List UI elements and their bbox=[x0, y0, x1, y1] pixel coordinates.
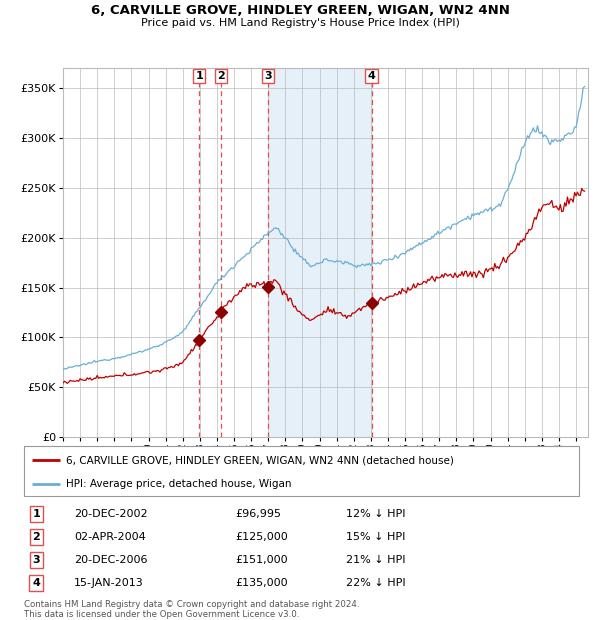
Text: 12% ↓ HPI: 12% ↓ HPI bbox=[346, 509, 406, 519]
Text: 02-APR-2004: 02-APR-2004 bbox=[74, 532, 146, 542]
Text: 4: 4 bbox=[368, 71, 376, 81]
Text: Price paid vs. HM Land Registry's House Price Index (HPI): Price paid vs. HM Land Registry's House … bbox=[140, 18, 460, 28]
Text: 4: 4 bbox=[32, 578, 40, 588]
Text: 20-DEC-2006: 20-DEC-2006 bbox=[74, 555, 148, 565]
Text: 6, CARVILLE GROVE, HINDLEY GREEN, WIGAN, WN2 4NN (detached house): 6, CARVILLE GROVE, HINDLEY GREEN, WIGAN,… bbox=[65, 455, 454, 465]
Text: 15-JAN-2013: 15-JAN-2013 bbox=[74, 578, 144, 588]
Text: £135,000: £135,000 bbox=[235, 578, 287, 588]
Text: 1: 1 bbox=[32, 509, 40, 519]
Bar bbox=[268, 68, 371, 437]
Text: 3: 3 bbox=[264, 71, 272, 81]
Text: 6, CARVILLE GROVE, HINDLEY GREEN, WIGAN, WN2 4NN: 6, CARVILLE GROVE, HINDLEY GREEN, WIGAN,… bbox=[91, 4, 509, 17]
Text: 15% ↓ HPI: 15% ↓ HPI bbox=[346, 532, 405, 542]
Text: HPI: Average price, detached house, Wigan: HPI: Average price, detached house, Wiga… bbox=[65, 479, 291, 489]
FancyBboxPatch shape bbox=[24, 446, 579, 496]
Text: Contains HM Land Registry data © Crown copyright and database right 2024.: Contains HM Land Registry data © Crown c… bbox=[24, 600, 359, 609]
Text: 2: 2 bbox=[32, 532, 40, 542]
Text: £151,000: £151,000 bbox=[235, 555, 287, 565]
Text: 22% ↓ HPI: 22% ↓ HPI bbox=[346, 578, 406, 588]
Text: 3: 3 bbox=[32, 555, 40, 565]
Text: 2: 2 bbox=[217, 71, 225, 81]
Text: 21% ↓ HPI: 21% ↓ HPI bbox=[346, 555, 406, 565]
Text: £96,995: £96,995 bbox=[235, 509, 281, 519]
Text: 1: 1 bbox=[196, 71, 203, 81]
Text: This data is licensed under the Open Government Licence v3.0.: This data is licensed under the Open Gov… bbox=[24, 610, 299, 619]
Text: 20-DEC-2002: 20-DEC-2002 bbox=[74, 509, 148, 519]
Text: £125,000: £125,000 bbox=[235, 532, 287, 542]
